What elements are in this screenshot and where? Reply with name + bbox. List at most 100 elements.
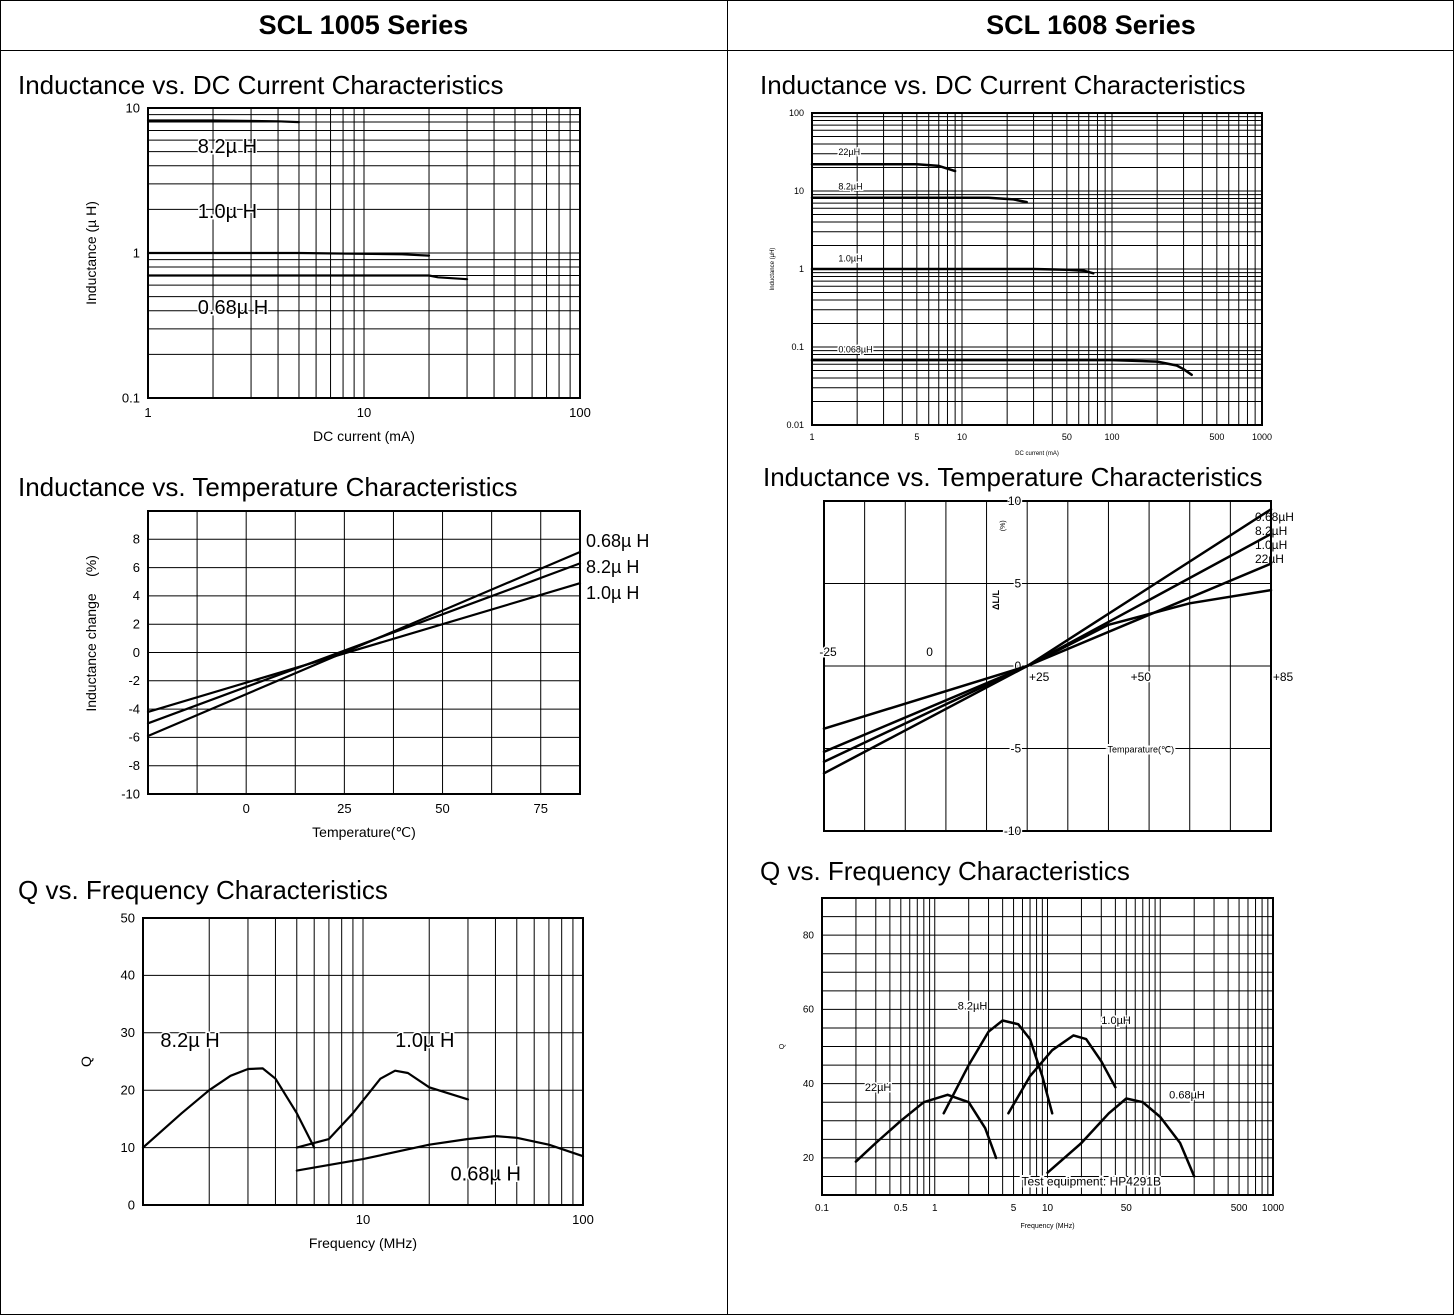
scl1608-l-vs-temp-series-label-2: 1.0µH [1255,538,1287,552]
scl1608-l-vs-temp-x-tick-label: -25 [819,645,837,659]
scl1605-l-vs-temp-y-tick-label: 8 [133,532,140,547]
scl1608-l-vs-temp-y-unit-label: (%) [1000,520,1007,531]
scl1605-l-vs-temp-y-tick-label: 0 [133,645,140,660]
scl1608-l-vs-temp-series-line-0 [822,508,1273,775]
scl1605-l-vs-temp-x-tick-label: 75 [533,801,547,816]
scl1608-l-vs-dc-x-tick-label: 10 [957,432,967,442]
scl1608-l-vs-dc-y-tick-label: 10 [794,186,804,196]
scl1005-dc-current-title: Inductance vs. DC Current Characteristic… [18,70,504,100]
scl1605-l-vs-temp-x-tick-label: 50 [435,801,449,816]
scl1608-l-vs-temp-y-tick-label: -10 [1004,824,1022,838]
scl1005-q-vs-freq-x-axis-label: Frequency (MHz) [309,1235,417,1251]
scl1605-l-vs-temp-series-line-2 [146,582,582,714]
scl1608-l-vs-temp-series-line-2 [822,562,1273,754]
scl1608-l-vs-temp-x-tick-label: +50 [1131,670,1152,684]
scl1608-temperature-title: Inductance vs. Temperature Characteristi… [763,462,1263,492]
scl1605-l-vs-temp-series-line-1 [146,562,582,725]
scl1005-q-vs-freq-y-tick-label: 20 [121,1083,135,1098]
scl1605-l-vs-temp-y-tick-label: -2 [128,673,140,688]
scl1608-q-vs-freq-x-tick-label: 1 [932,1203,938,1214]
scl1005-l-vs-dc-x-axis-label: DC current (mA) [313,428,415,444]
scl1605-l-vs-temp-series-label-2: 1.0µ H [586,583,639,603]
scl1608-q-vs-freq-x-tick-label: 1000 [1262,1203,1285,1214]
scl1605-l-vs-temp-y-tick-label: -8 [128,758,140,773]
scl1005-l-vs-dc-series-label-0: 8.2µ H [198,136,257,158]
scl1608-l-vs-dc-series-label-2: 1.0µH [838,253,862,263]
scl1608-l-vs-temp-x-tick-label: +25 [1029,670,1050,684]
scl1608-q-vs-freq-y-tick-label: 20 [803,1153,815,1164]
scl1608-l-vs-temp-series-line-3 [822,588,1273,730]
scl1005-q-vs-freq-y-tick-label: 40 [121,968,135,983]
scl1005-q-vs-freq-series-label-1: 1.0µ H [395,1030,454,1052]
scl1005-series-header: SCL 1005 Series [258,10,469,40]
scl1608-q-vs-freq-annotation: Test equipment: HP4291B [1022,1175,1161,1189]
scl1608-l-vs-temp-y-tick-label: 10 [1008,494,1022,508]
scl1005-q-vs-freq-y-tick-label: 0 [128,1197,135,1212]
scl1608-l-vs-dc-x-tick-label: 1 [809,432,814,442]
scl1608-l-vs-dc-y-tick-label: 0.01 [786,420,804,430]
scl1608-q-vs-freq-y-tick-label: 60 [803,1005,815,1016]
scl1605-l-vs-temp-y-unit-label: (%) [83,555,99,577]
scl1005-l-vs-dc-x-tick-label: 1 [144,405,151,420]
scl1608-l-vs-dc-series-line-3 [810,358,1193,377]
scl1608-q-vs-freq-y-axis-label: Q [779,1043,786,1049]
scl1605-l-vs-temp-y-tick-label: -10 [121,786,140,801]
scl1608-q-vs-freq-x-tick-label: 10 [1042,1203,1054,1214]
scl1608-l-vs-dc-series-line-0 [810,163,957,173]
scl1608-l-vs-dc-x-tick-label: 1000 [1252,432,1272,442]
scl1608-q-frequency-title: Q vs. Frequency Characteristics [760,856,1130,886]
scl1608-q-vs-freq-plot-frame [821,897,1274,1196]
scl1005-q-vs-freq-y-axis-label: Q [78,1056,94,1067]
scl1005-q-vs-freq-series-line-1 [295,1069,470,1149]
scl1005-q-vs-freq-y-tick-label: 50 [121,910,135,925]
scl1608-l-vs-temp-x-tick-label: +85 [1273,670,1294,684]
scl1608-q-vs-freq-x-tick-label: 5 [1011,1203,1017,1214]
scl1608-q-vs-freq-series-label-3: 0.68µH [1169,1089,1205,1101]
scl1005-q-frequency-title: Q vs. Frequency Characteristics [18,875,388,905]
scl1608-l-vs-temp-series-line-1 [822,532,1273,763]
scl1608-series-header: SCL 1608 Series [986,10,1196,40]
scl1005-q-vs-freq-series-line-2 [295,1134,585,1172]
scl1608-l-vs-dc-x-tick-label: 500 [1209,432,1224,442]
scl1005-l-vs-dc-x-tick-label: 10 [357,405,371,420]
scl1608-l-vs-dc-series-label-3: 0.068µH [838,345,872,355]
scl1608-q-vs-freq-x-tick-label: 0.1 [815,1203,829,1214]
scl1608-q-vs-freq-y-tick-label: 80 [803,930,815,941]
scl1605-l-vs-temp-x-axis-label: Temperature(℃) [312,824,416,840]
scl1605-l-vs-temp-y-tick-label: -6 [128,730,140,745]
scl1608-l-vs-dc-x-axis-label: DC current (mA) [1015,451,1059,457]
scl1608-l-vs-dc-y-axis-label: Inductance (µH) [770,248,776,291]
scl1005-q-vs-freq-y-tick-label: 10 [121,1140,135,1155]
scl1605-l-vs-temp-y-axis-label: Inductance change [83,593,99,712]
scl1005-temperature-title: Inductance vs. Temperature Characteristi… [18,472,518,502]
scl1608-q-vs-freq-x-axis-label: Frequency (MHz) [1020,1223,1074,1230]
scl1005-l-vs-dc-series-label-1: 1.0µ H [198,201,257,223]
scl1608-q-vs-freq-y-tick-label: 40 [803,1079,815,1090]
scl1605-l-vs-temp-series-label-0: 0.68µ H [586,531,649,551]
scl1608-l-vs-temp-y-tick-label: 0 [1014,659,1021,673]
scl1608-l-vs-dc-y-tick-label: 100 [789,108,804,118]
scl1608-l-vs-temp-plot-frame [823,500,1272,832]
scl1005-l-vs-dc-series-line-1 [146,251,431,257]
scl1605-l-vs-temp-y-tick-label: 2 [133,617,140,632]
scl1608-l-vs-dc-x-tick-label: 5 [914,432,919,442]
scl1005-l-vs-dc-y-axis-label: Inductance (µ H) [83,201,99,305]
scl1608-q-vs-freq-series-line-2 [1007,1034,1117,1115]
scl1608-q-vs-freq-series-line-1 [942,1019,1054,1115]
scl1608-l-vs-temp-x-axis-label: Temparature(℃) [1107,745,1174,755]
scl1608-q-vs-freq-x-tick-label: 50 [1121,1203,1133,1214]
scl1608-l-vs-dc-y-tick-label: 1 [799,264,804,274]
scl1605-l-vs-temp-series-label-1: 8.2µ H [586,557,639,577]
scl1605-l-vs-temp-y-tick-label: 6 [133,560,140,575]
scl1608-q-vs-freq-series-line-0 [854,1093,998,1163]
scl1608-q-vs-freq-series-label-0: 22µH [865,1082,892,1094]
scl1605-l-vs-temp-y-tick-label: -4 [128,701,140,716]
scl1005-l-vs-dc-series-line-2 [146,274,469,281]
scl1608-l-vs-temp-series-label-1: 8.2µH [1255,524,1287,538]
scl1605-l-vs-temp-x-tick-label: 0 [243,801,250,816]
column-divider [727,0,728,1315]
scl1005-l-vs-dc-series-label-2: 0.68µ H [198,297,268,319]
scl1608-q-vs-freq-x-tick-label: 500 [1231,1203,1248,1214]
scl1608-l-vs-dc-x-tick-label: 100 [1104,432,1119,442]
